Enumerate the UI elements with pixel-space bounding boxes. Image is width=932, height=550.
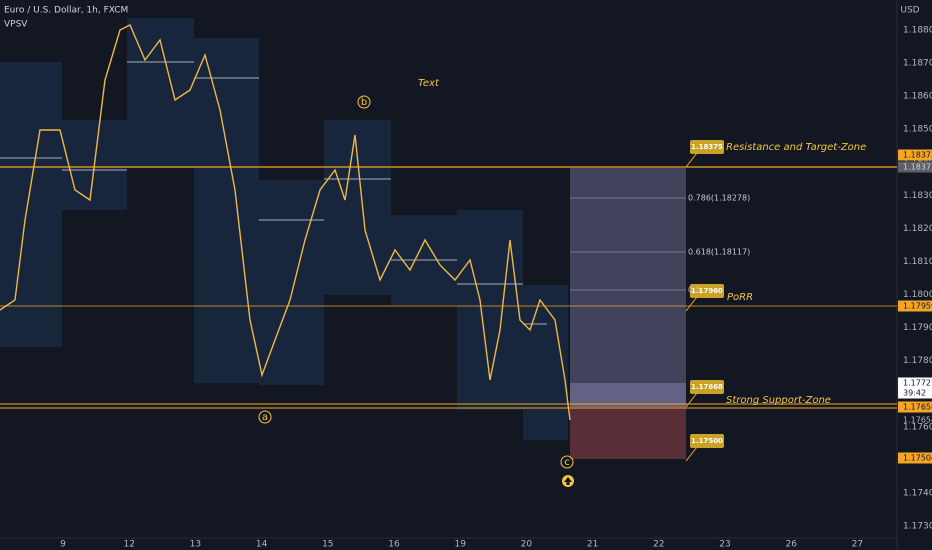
callout-pointer: [685, 446, 698, 462]
price-badge-label: 1.17658: [903, 403, 932, 412]
price-badge: [898, 161, 932, 173]
callout-label: 1.17960: [691, 287, 723, 295]
time-axis: 9 12 13 14 15 16 19 20 21 22 23 26 27: [60, 540, 863, 550]
time-tick-label: 27: [852, 540, 863, 550]
price-badge-label: 1.18373: [903, 151, 932, 160]
price-badge: [898, 149, 932, 161]
price-badge-label: 1.17654: [903, 416, 932, 425]
price-badge-label: 1.17959: [903, 302, 932, 311]
text-note: Text: [418, 78, 440, 89]
price-badge-label: 39:42: [903, 389, 926, 398]
price-tick-label: 1.18500: [903, 125, 932, 135]
fib-lines: [570, 197, 686, 291]
price-badge: [898, 377, 932, 389]
wave-circle: [258, 410, 272, 424]
price-tick-label: 1.18100: [903, 257, 932, 267]
grid: [0, 0, 898, 550]
callout-box: [690, 434, 724, 448]
wave-label: b: [361, 97, 367, 108]
volume-profiles: [0, 18, 568, 440]
price-tick-label: 1.18300: [903, 191, 932, 201]
up-arrow: [564, 477, 572, 485]
time-tick-label: 19: [454, 540, 466, 550]
fib-label: 0.5: [688, 286, 701, 295]
price-tick-label: 1.18000: [903, 290, 932, 300]
callout-pointer: [685, 152, 698, 168]
price-badge-label: 1.18373: [903, 163, 932, 172]
time-tick-label: 14: [256, 540, 268, 550]
time-tick-label: 15: [322, 540, 333, 550]
price-tick-label: 1.18700: [903, 59, 932, 69]
price-badge: [898, 401, 932, 413]
time-tick-label: 12: [123, 540, 134, 550]
time-tick-label: 23: [719, 540, 730, 550]
price-tick-label: 1.17300: [903, 522, 932, 532]
price-tick-label: 1.18200: [903, 224, 932, 234]
wave-label: a: [262, 412, 268, 423]
price-path: [0, 24, 571, 421]
time-tick-label: 22: [653, 540, 664, 550]
stop-zone: [570, 407, 686, 459]
callout-box: [690, 284, 724, 298]
wave-circle: [357, 95, 371, 109]
entry-zone: [570, 383, 686, 407]
wave-label: c: [564, 457, 570, 468]
target-zone: [570, 168, 686, 383]
callout-box: [690, 140, 724, 154]
wave-circle: [560, 455, 574, 469]
indicator: VPSV: [4, 20, 28, 30]
time-tick-label: 9: [60, 540, 66, 550]
price-tick-label: 1.17800: [903, 356, 932, 366]
price-badge: [898, 452, 932, 464]
symbol: Euro / U.S. Dollar, 1h, FXCM: [4, 6, 128, 16]
callout-pointer: [685, 296, 698, 312]
price-tick-label: 1.18600: [903, 92, 932, 102]
callout-label: 1.17500: [691, 437, 723, 445]
price-badge-label: 1.17727: [903, 379, 932, 388]
time-tick-label: 13: [190, 540, 201, 550]
currency: USD: [900, 6, 919, 16]
time-tick-label: 16: [388, 540, 400, 550]
price-tick-label: 1.18800: [903, 26, 932, 36]
price-badge-label: 1.17504: [903, 454, 932, 463]
callout-label: 1.18375: [691, 143, 723, 151]
callout-box: [690, 380, 724, 394]
price-tick-label: 1.17900: [903, 323, 932, 333]
fib-label: 0.618(1.18117): [688, 248, 750, 257]
price-axis: 1.188001.187001.186001.185001.184001.183…: [898, 26, 932, 532]
callouts: 1.18375 1.17960 1.17668 1.17500: [685, 140, 724, 462]
porr-note: PoRR: [727, 292, 753, 303]
callout-label: 1.17668: [691, 383, 723, 391]
price-tick-label: 1.17600: [903, 422, 932, 432]
price-badge: [898, 387, 932, 399]
price-badge: [898, 300, 932, 312]
callout-pointer: [685, 392, 698, 408]
time-tick-label: 21: [587, 540, 598, 550]
time-tick-label: 20: [521, 540, 533, 550]
resistance-note: Resistance and Target-Zone: [726, 142, 866, 153]
fib-label: 0.786(1.18278): [688, 194, 750, 203]
time-tick-label: 26: [785, 540, 797, 550]
price-tick-label: 1.17400: [903, 488, 932, 498]
support-note: Strong Support-Zone: [726, 395, 831, 406]
